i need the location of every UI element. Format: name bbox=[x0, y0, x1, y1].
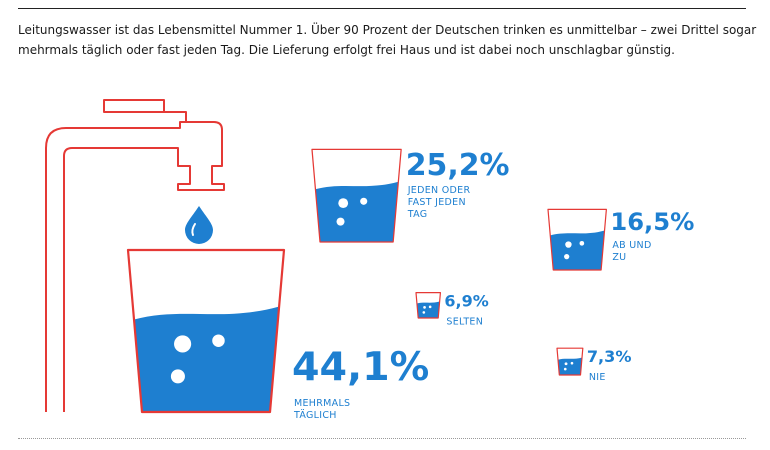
bubble bbox=[170, 369, 185, 384]
category-label-3: ZU bbox=[612, 252, 626, 263]
category-label-4: SELTEN bbox=[446, 316, 483, 327]
category-label-5: NIE bbox=[589, 372, 606, 383]
water-drop-icon bbox=[185, 206, 213, 244]
category-label-2: JEDEN ODER bbox=[407, 185, 471, 196]
bubble bbox=[579, 240, 585, 246]
bubble bbox=[564, 254, 570, 260]
glass-icon bbox=[547, 208, 607, 271]
bubble bbox=[212, 334, 225, 347]
water-fill-5 bbox=[557, 357, 582, 375]
value-label-2: 25,2% bbox=[406, 148, 510, 183]
bubble bbox=[565, 241, 572, 248]
glass-icon bbox=[556, 347, 584, 376]
water-fill-2 bbox=[315, 181, 398, 242]
bubble bbox=[360, 197, 368, 205]
value-label-5: 7,3% bbox=[587, 347, 632, 366]
water-drop-highlight bbox=[191, 223, 196, 236]
water-fill-4 bbox=[416, 301, 440, 318]
bubble bbox=[423, 306, 426, 309]
value-label-1: 44,1% bbox=[292, 344, 429, 390]
category-label-2: TAG bbox=[407, 209, 428, 220]
bubble bbox=[338, 198, 349, 209]
glass-5: 7,3% NIE bbox=[556, 347, 632, 383]
category-label-1: MEHRMALS bbox=[294, 398, 350, 409]
water-fill-3 bbox=[550, 230, 605, 270]
category-label-2: FAST JEDEN bbox=[408, 197, 466, 208]
bubble bbox=[563, 367, 567, 371]
water-tap-icon bbox=[45, 99, 225, 412]
category-label-1: TÄGLICH bbox=[293, 410, 337, 421]
intro-text: Leitungswasser ist das Lebensmittel Numm… bbox=[18, 23, 757, 57]
value-label-3: 16,5% bbox=[610, 208, 694, 236]
glass-icon bbox=[126, 248, 286, 414]
bubble bbox=[564, 362, 568, 366]
bubble bbox=[174, 335, 192, 353]
glass-icon bbox=[311, 148, 402, 243]
category-label-3: AB UND bbox=[612, 240, 651, 251]
glass-4: 6,9% SELTEN bbox=[415, 291, 489, 327]
bubble bbox=[336, 217, 345, 226]
top-rule bbox=[18, 8, 746, 9]
value-label-4: 6,9% bbox=[444, 291, 488, 310]
bottom-rule bbox=[18, 438, 746, 439]
glass-icon bbox=[415, 292, 442, 319]
bubble bbox=[422, 311, 426, 314]
bubble bbox=[570, 361, 574, 365]
water-fill-1 bbox=[133, 306, 279, 412]
bubble bbox=[428, 305, 432, 309]
